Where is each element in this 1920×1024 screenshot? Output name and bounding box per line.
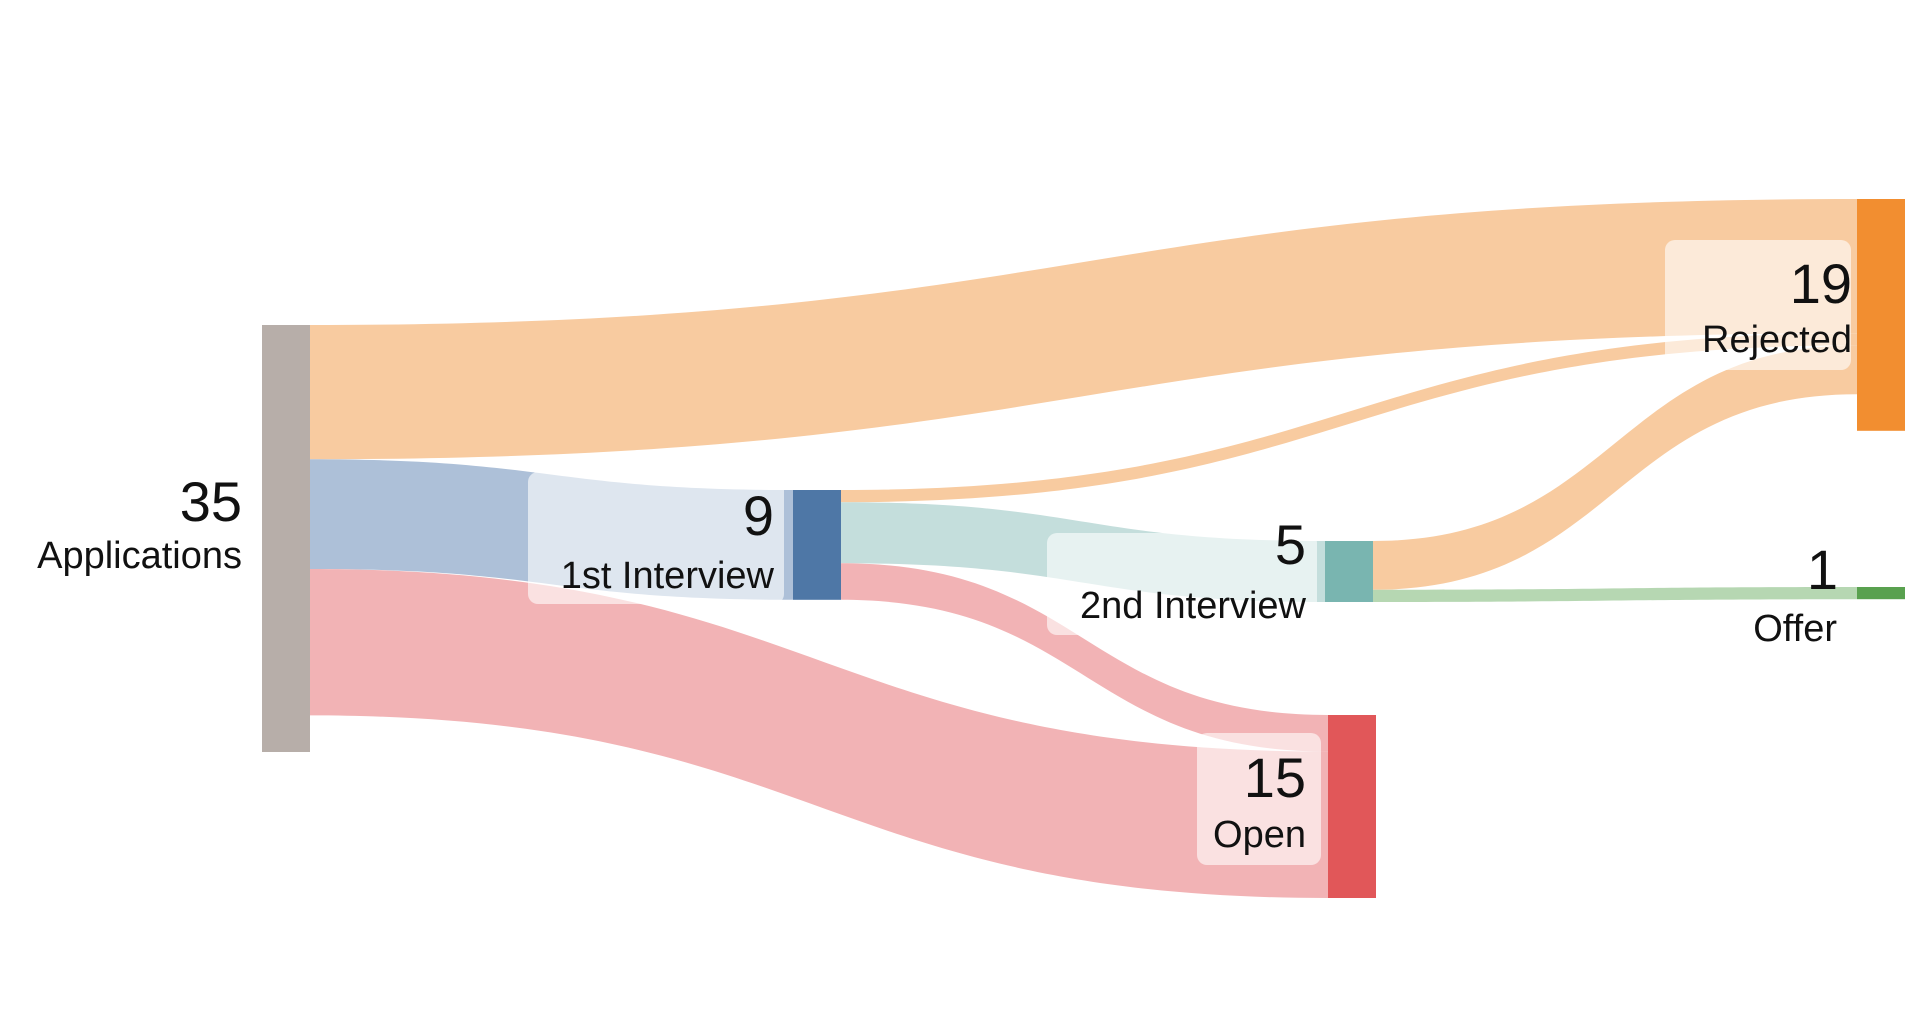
node-label-first_interview: 1st Interview — [561, 555, 775, 597]
node-value-open: 15 — [1244, 746, 1306, 809]
node-rejected — [1857, 199, 1905, 431]
node-label-second_interview: 2nd Interview — [1080, 585, 1307, 627]
label-backdrop-first_interview — [528, 472, 784, 604]
node-label-open: Open — [1213, 814, 1306, 856]
node-label-applications: Applications — [37, 535, 242, 577]
node-value-second_interview: 5 — [1275, 513, 1306, 576]
label-backdrop-rejected — [1665, 240, 1851, 370]
node-offer — [1857, 587, 1905, 600]
node-applications — [262, 325, 310, 752]
node-label-rejected: Rejected — [1702, 319, 1852, 361]
node-value-rejected: 19 — [1790, 252, 1852, 315]
link-applications-to-rejected — [310, 199, 1857, 460]
label-backdrop-second_interview — [1047, 533, 1317, 635]
label-backdrop-open — [1197, 733, 1321, 865]
node-value-offer: 1 — [1807, 538, 1838, 601]
sankey-nodes — [262, 199, 1905, 898]
node-value-first_interview: 9 — [743, 484, 774, 547]
link-first_interview-to-open — [841, 563, 1328, 752]
link-second_interview-to-rejected — [1373, 345, 1857, 590]
node-second_interview — [1325, 541, 1373, 602]
node-first_interview — [793, 490, 841, 600]
link-first_interview-to-rejected — [841, 333, 1857, 503]
link-second_interview-to-offer — [1373, 587, 1857, 602]
node-value-applications: 35 — [180, 470, 242, 533]
link-applications-to-open — [310, 569, 1328, 898]
node-open — [1328, 715, 1376, 898]
sankey-links — [310, 199, 1857, 898]
node-label-offer: Offer — [1753, 608, 1837, 650]
